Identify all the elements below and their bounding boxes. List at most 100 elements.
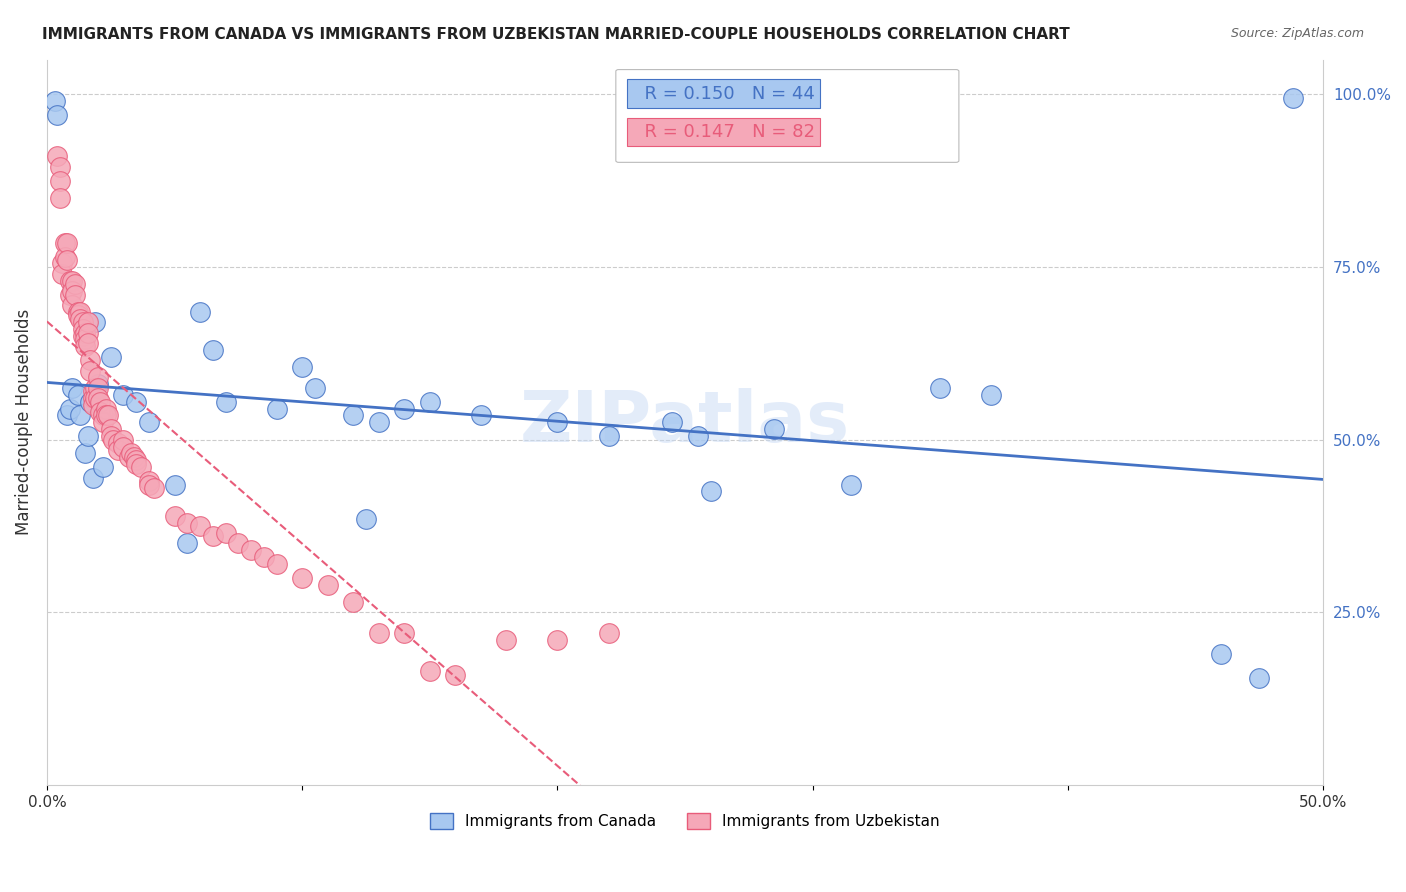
Point	[75, 333, 97, 347]
Point	[444, 667, 467, 681]
Point	[176, 536, 198, 550]
Point	[163, 477, 186, 491]
Point	[48, 160, 70, 174]
Point	[546, 632, 568, 647]
Point	[1211, 647, 1233, 661]
Point	[214, 525, 236, 540]
Point	[266, 401, 288, 416]
Point	[59, 287, 82, 301]
Point	[87, 381, 110, 395]
Point	[188, 305, 211, 319]
Point	[87, 370, 110, 384]
Point	[59, 274, 82, 288]
Point	[56, 252, 79, 267]
Point	[107, 436, 129, 450]
Point	[76, 315, 98, 329]
Point	[266, 557, 288, 571]
Point	[79, 394, 101, 409]
Point	[82, 398, 104, 412]
Point	[354, 512, 377, 526]
Point	[84, 315, 107, 329]
Point	[240, 543, 263, 558]
Point	[75, 339, 97, 353]
Point	[94, 401, 117, 416]
Point	[48, 191, 70, 205]
Point	[1281, 90, 1303, 104]
Point	[131, 460, 153, 475]
Point	[84, 381, 107, 395]
Point	[82, 470, 104, 484]
Point	[97, 409, 120, 423]
Legend: Immigrants from Canada, Immigrants from Uzbekistan: Immigrants from Canada, Immigrants from …	[425, 807, 946, 836]
Point	[84, 391, 107, 405]
Point	[66, 387, 89, 401]
Point	[699, 484, 721, 499]
Point	[122, 450, 145, 464]
Point	[76, 429, 98, 443]
Point	[89, 405, 111, 419]
Point	[75, 446, 97, 460]
Point	[201, 343, 224, 357]
Point	[342, 409, 364, 423]
Point	[253, 550, 276, 565]
Point	[76, 326, 98, 340]
Point	[82, 384, 104, 399]
Point	[100, 422, 122, 436]
Point	[56, 409, 79, 423]
Point	[72, 315, 94, 329]
Point	[394, 626, 416, 640]
Point	[367, 626, 389, 640]
Point	[63, 287, 86, 301]
Point	[46, 149, 69, 163]
Text: R = 0.147   N = 82: R = 0.147 N = 82	[633, 123, 814, 141]
Point	[291, 571, 314, 585]
Point	[125, 457, 148, 471]
Point	[112, 433, 135, 447]
Point	[62, 284, 84, 298]
Point	[291, 360, 314, 375]
Point	[56, 235, 79, 250]
Point	[91, 409, 114, 423]
Point	[59, 401, 82, 416]
Point	[138, 415, 160, 429]
Point	[69, 305, 91, 319]
Point	[69, 409, 91, 423]
Point	[419, 664, 441, 678]
Point	[69, 311, 91, 326]
Point	[89, 394, 111, 409]
Point	[112, 440, 135, 454]
Point	[304, 381, 326, 395]
Point	[46, 108, 69, 122]
Point	[201, 529, 224, 543]
Point	[82, 391, 104, 405]
Point	[470, 409, 492, 423]
Point	[546, 415, 568, 429]
Point	[53, 250, 76, 264]
Point	[419, 394, 441, 409]
Point	[75, 326, 97, 340]
Point	[62, 298, 84, 312]
Point	[316, 578, 339, 592]
Point	[91, 415, 114, 429]
Point	[112, 387, 135, 401]
Point	[163, 508, 186, 523]
Point	[1249, 671, 1271, 685]
Point	[929, 381, 952, 395]
Point	[176, 516, 198, 530]
Point	[228, 536, 250, 550]
Point	[66, 308, 89, 322]
Point	[117, 450, 139, 464]
Point	[980, 387, 1002, 401]
Point	[686, 429, 709, 443]
Point	[79, 363, 101, 377]
Point	[125, 394, 148, 409]
Point	[661, 415, 683, 429]
Point	[51, 267, 73, 281]
Point	[94, 409, 117, 423]
Point	[394, 401, 416, 416]
Point	[367, 415, 389, 429]
Point	[76, 335, 98, 350]
Point	[72, 329, 94, 343]
Point	[87, 377, 110, 392]
Point	[839, 477, 862, 491]
